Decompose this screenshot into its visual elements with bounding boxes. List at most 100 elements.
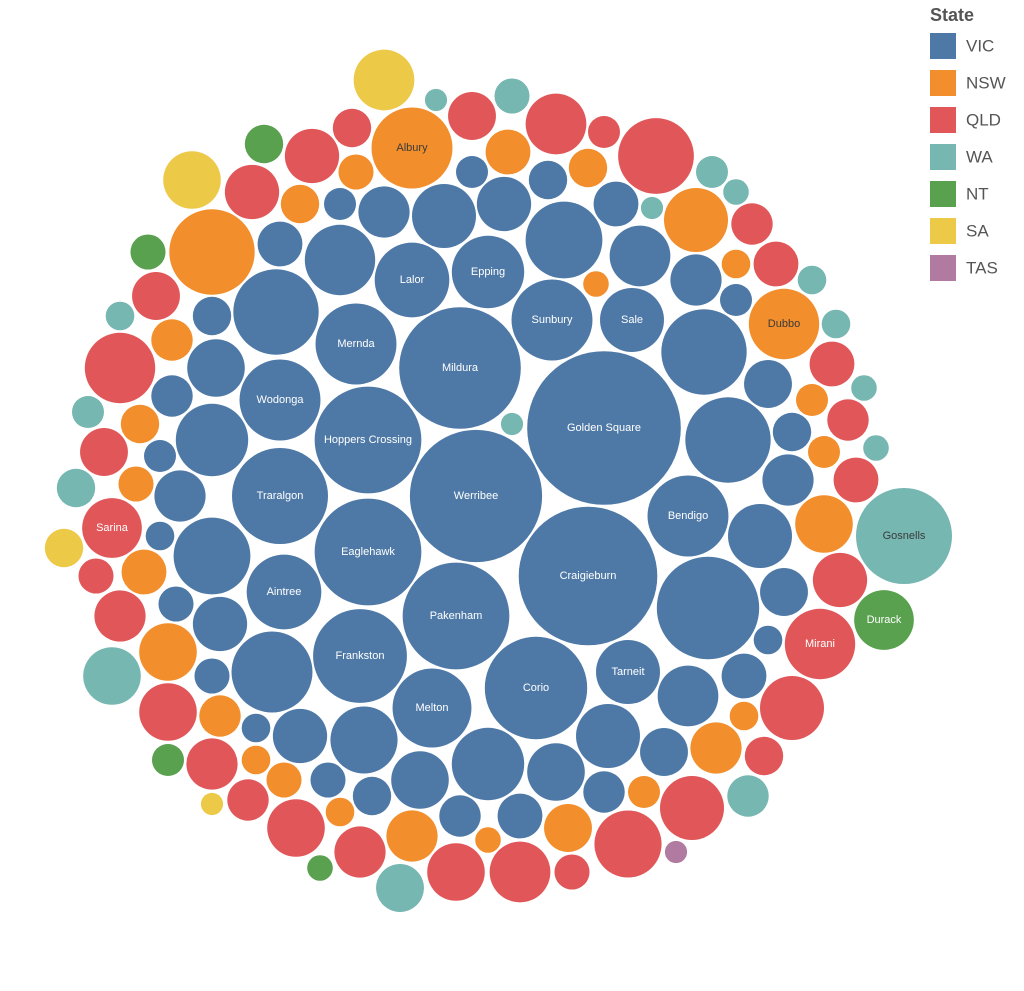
- bubble: [352, 776, 392, 816]
- bubble: [330, 706, 398, 774]
- bubble: [151, 319, 193, 361]
- bubble: [120, 404, 160, 444]
- bubble: [485, 129, 531, 175]
- bubble: [72, 396, 104, 428]
- bubble: [121, 549, 167, 595]
- bubble: [744, 736, 784, 776]
- bubble: [753, 625, 783, 655]
- bubble: [392, 668, 472, 748]
- legend-label: SA: [966, 221, 989, 240]
- bubble: [56, 468, 96, 508]
- bubble: [720, 284, 752, 316]
- bubble: [660, 776, 724, 840]
- bubble: [476, 176, 532, 232]
- bubble: [809, 341, 855, 387]
- bubble: [386, 810, 438, 862]
- bubble: [500, 412, 524, 436]
- bubble: [795, 495, 853, 553]
- bubble: [412, 184, 476, 248]
- bubble: [145, 521, 175, 551]
- bubble: [729, 701, 759, 731]
- bubble: [808, 436, 840, 468]
- bubble: [424, 88, 448, 112]
- bubble: [827, 399, 869, 441]
- bubble: [664, 188, 728, 252]
- bubble: [439, 795, 481, 837]
- bubble: [371, 107, 453, 189]
- bubble: [224, 164, 280, 220]
- bubble: [232, 448, 328, 544]
- bubble: [451, 727, 525, 801]
- bubble: [583, 771, 625, 813]
- bubble: [280, 184, 320, 224]
- legend-label: NSW: [966, 73, 1006, 92]
- bubble: [640, 196, 664, 220]
- legend-swatch: [930, 255, 956, 281]
- bubble: [448, 92, 496, 140]
- bubble: [854, 590, 914, 650]
- bubble: [609, 225, 671, 287]
- bubble: [554, 854, 590, 890]
- bubble: [727, 775, 769, 817]
- bubble: [132, 272, 180, 320]
- bubble: [796, 384, 828, 416]
- bubble: [272, 708, 328, 764]
- bubble: [851, 375, 877, 401]
- bubble: [772, 412, 812, 452]
- bubble: [833, 457, 879, 503]
- bubble: [154, 470, 206, 522]
- bubble: [657, 665, 719, 727]
- bubble: [163, 151, 221, 209]
- bubble: [762, 454, 814, 506]
- bubble: [527, 351, 681, 505]
- bubble: [863, 435, 889, 461]
- legend-swatch: [930, 218, 956, 244]
- bubble: [284, 128, 340, 184]
- bubble: [661, 309, 747, 395]
- bubble: [748, 288, 820, 360]
- bubble: [583, 271, 609, 297]
- legend-label: TAS: [966, 258, 998, 277]
- bubble: [310, 762, 346, 798]
- bubble: [374, 242, 450, 318]
- bubble: [313, 609, 407, 703]
- bubble: [314, 498, 422, 606]
- bubble: [721, 653, 767, 699]
- bubble: [199, 695, 241, 737]
- bubble: [332, 108, 372, 148]
- bubble: [760, 676, 824, 740]
- bubble: [596, 640, 660, 704]
- bubble: [821, 309, 851, 339]
- bubble: [744, 360, 792, 408]
- bubble-layer: [44, 49, 952, 912]
- bubble: [527, 743, 585, 801]
- bubble: [105, 301, 135, 331]
- bubble: [760, 568, 808, 616]
- bubble: [192, 596, 248, 652]
- bubble: [576, 704, 640, 768]
- bubble: [152, 744, 184, 776]
- bubble: [239, 359, 321, 441]
- bubble: [376, 864, 424, 912]
- bubble: [200, 792, 224, 816]
- bubble: [593, 181, 639, 227]
- bubble: [451, 235, 525, 309]
- bubble: [227, 779, 269, 821]
- legend-swatch: [930, 107, 956, 133]
- bubble: [475, 827, 501, 853]
- legend-swatch: [930, 144, 956, 170]
- bubble: [169, 209, 255, 295]
- bubble: [241, 745, 271, 775]
- legend-swatch: [930, 70, 956, 96]
- bubble: [194, 658, 230, 694]
- bubble: [139, 623, 197, 681]
- legend-label: WA: [966, 147, 993, 166]
- legend-label: NT: [966, 184, 989, 203]
- bubble: [84, 332, 156, 404]
- bubble: [568, 148, 608, 188]
- bubble: [618, 118, 694, 194]
- bubble: [144, 440, 176, 472]
- bubble: [192, 296, 232, 336]
